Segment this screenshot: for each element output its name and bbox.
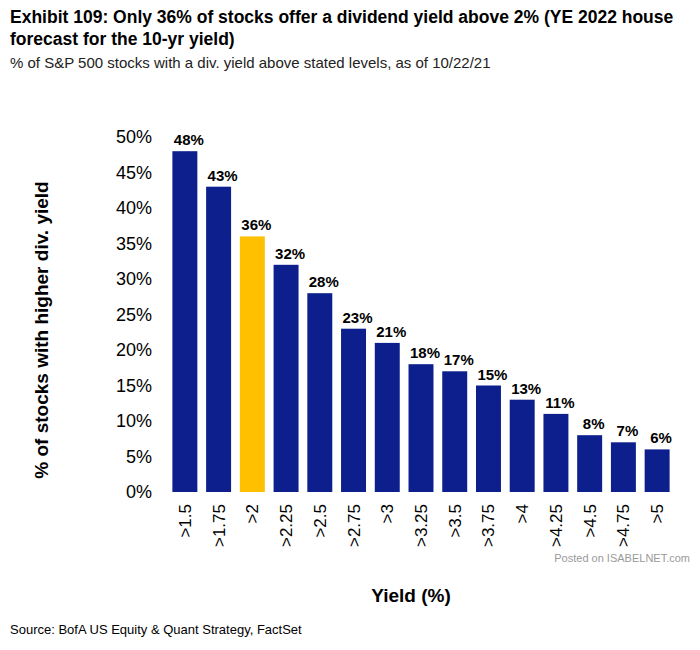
bar bbox=[409, 364, 434, 492]
x-tick-label: >4.75 bbox=[614, 504, 633, 547]
data-label: 21% bbox=[376, 323, 406, 340]
bar bbox=[375, 343, 400, 492]
bar bbox=[274, 265, 299, 492]
y-tick-label: 20% bbox=[116, 340, 152, 360]
x-tick-label: >4.5 bbox=[581, 504, 600, 538]
bar bbox=[341, 329, 366, 492]
data-label: 17% bbox=[444, 351, 474, 368]
x-tick-label: >1.75 bbox=[210, 504, 229, 547]
y-axis-label: % of stocks with higher div. yield bbox=[31, 181, 52, 478]
x-tick-label: >3.5 bbox=[446, 504, 465, 538]
data-label: 36% bbox=[241, 216, 271, 233]
bar bbox=[172, 151, 197, 492]
x-tick-label: >2.75 bbox=[345, 504, 364, 547]
x-tick-label: >4.25 bbox=[547, 504, 566, 547]
y-tick-label: 45% bbox=[116, 163, 152, 183]
x-tick-label: >3.75 bbox=[479, 504, 498, 547]
bar bbox=[307, 293, 332, 492]
subtitle: % of S&P 500 stocks with a div. yield ab… bbox=[10, 54, 690, 71]
chart: 0% 5% 10% 15% 20% 25% 30% 35% 40% 45% 50% 48% 43% 36%… bbox=[0, 0, 700, 650]
bar bbox=[240, 236, 265, 492]
bar bbox=[510, 400, 535, 492]
y-tick-label: 40% bbox=[116, 198, 152, 218]
x-tick-label: >2.25 bbox=[277, 504, 296, 547]
data-label: 32% bbox=[275, 245, 305, 262]
x-tick-label: >2 bbox=[243, 504, 262, 523]
x-tick-label: >5 bbox=[648, 504, 667, 523]
y-tick-label: 30% bbox=[116, 269, 152, 289]
x-axis-label: Yield (%) bbox=[371, 585, 451, 606]
bars bbox=[172, 151, 669, 492]
bar bbox=[577, 435, 602, 492]
source: Source: BofA US Equity & Quant Strategy,… bbox=[10, 622, 302, 637]
x-tick-label: >3 bbox=[378, 504, 397, 523]
bar bbox=[442, 371, 467, 492]
bar bbox=[206, 187, 231, 492]
bar bbox=[543, 414, 568, 492]
data-label: 48% bbox=[174, 131, 204, 148]
bar bbox=[476, 386, 501, 493]
x-tick-label: >2.5 bbox=[311, 504, 330, 538]
y-tick-label: 35% bbox=[116, 234, 152, 254]
data-label: 18% bbox=[410, 344, 440, 361]
y-tick-label: 5% bbox=[126, 447, 152, 467]
data-label: 13% bbox=[511, 380, 541, 397]
y-tick-label: 50% bbox=[116, 127, 152, 147]
watermark: Posted on ISABELNET.com bbox=[554, 552, 690, 564]
x-tick-label: >3.25 bbox=[412, 504, 431, 547]
bar bbox=[645, 449, 670, 492]
data-label: 8% bbox=[583, 415, 605, 432]
data-label: 7% bbox=[617, 422, 639, 439]
title: Exhibit 109: Only 36% of stocks offer a … bbox=[10, 6, 690, 50]
data-label: 28% bbox=[309, 273, 339, 290]
y-tick-label: 25% bbox=[116, 305, 152, 325]
data-label: 11% bbox=[545, 394, 574, 411]
x-tick-label: >4 bbox=[513, 504, 532, 523]
data-label: 15% bbox=[477, 366, 507, 383]
x-tick-label: >1.5 bbox=[176, 504, 195, 538]
bar bbox=[611, 442, 636, 492]
data-label: 23% bbox=[343, 309, 373, 326]
y-tick-label: 10% bbox=[116, 411, 152, 431]
y-tick-label: 0% bbox=[126, 482, 152, 502]
y-tick-label: 15% bbox=[116, 376, 152, 396]
data-label: 6% bbox=[650, 429, 672, 446]
data-label: 43% bbox=[208, 167, 238, 184]
